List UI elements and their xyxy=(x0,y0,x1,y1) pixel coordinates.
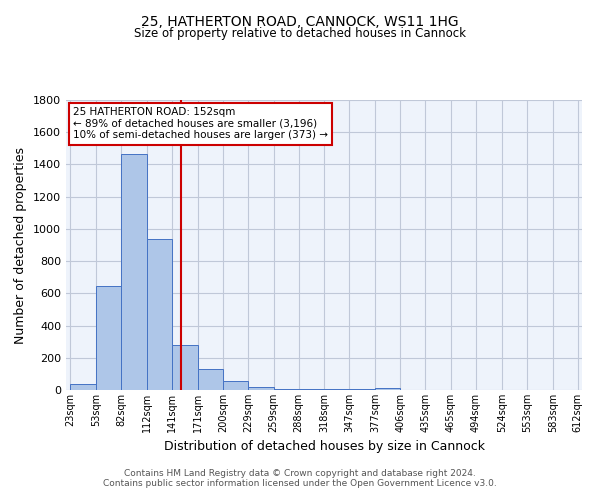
Bar xyxy=(223,381,248,390)
Text: 25, HATHERTON ROAD, CANNOCK, WS11 1HG: 25, HATHERTON ROAD, CANNOCK, WS11 1HG xyxy=(141,15,459,29)
Bar xyxy=(299,389,325,390)
Bar xyxy=(198,370,223,390)
Text: Size of property relative to detached houses in Cannock: Size of property relative to detached ho… xyxy=(134,28,466,40)
Bar xyxy=(325,389,349,390)
Bar xyxy=(121,154,147,390)
Bar xyxy=(274,388,299,390)
Bar xyxy=(349,388,375,390)
Bar xyxy=(248,387,274,390)
Text: 25 HATHERTON ROAD: 152sqm
← 89% of detached houses are smaller (3,196)
10% of se: 25 HATHERTON ROAD: 152sqm ← 89% of detac… xyxy=(73,108,328,140)
Bar xyxy=(96,286,121,390)
Y-axis label: Number of detached properties: Number of detached properties xyxy=(14,146,28,344)
Bar xyxy=(375,388,400,390)
Text: Contains public sector information licensed under the Open Government Licence v3: Contains public sector information licen… xyxy=(103,478,497,488)
Text: Contains HM Land Registry data © Crown copyright and database right 2024.: Contains HM Land Registry data © Crown c… xyxy=(124,468,476,477)
Bar xyxy=(70,384,96,390)
X-axis label: Distribution of detached houses by size in Cannock: Distribution of detached houses by size … xyxy=(163,440,485,454)
Bar xyxy=(172,345,198,390)
Bar xyxy=(147,239,172,390)
